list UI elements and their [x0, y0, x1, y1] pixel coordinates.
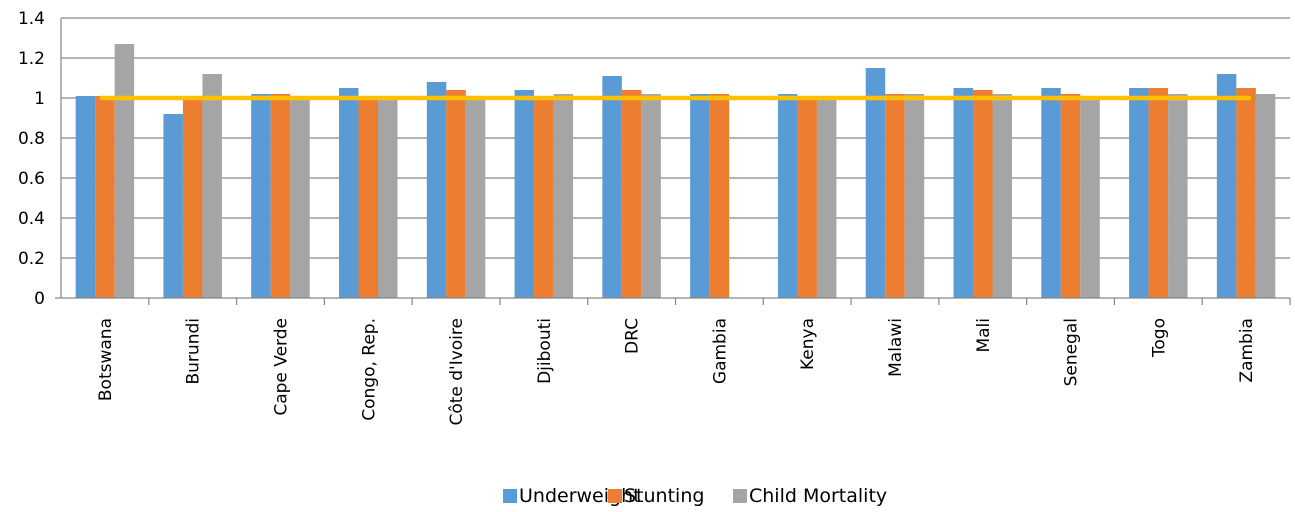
y-tick-label: 0.6 [18, 169, 45, 189]
y-tick-label: 1.2 [18, 49, 45, 69]
gridlines [61, 17, 1290, 259]
y-tick-label: 0.2 [18, 249, 45, 269]
legend-label: Stunting [624, 485, 704, 507]
x-category-label: Congo, Rep. [359, 318, 379, 421]
x-category-label: DRC [623, 318, 643, 354]
x-category-label: Mali [974, 318, 994, 353]
x-category-label: Botswana [96, 318, 116, 401]
bar-underweight [251, 94, 271, 298]
x-category-label: Kenya [798, 318, 818, 370]
bar-stunting [446, 90, 466, 298]
bar-child-mortality [378, 98, 398, 298]
bar-underweight [75, 96, 96, 298]
bar-child-mortality [992, 94, 1012, 298]
legend-swatch [733, 489, 747, 503]
x-category-label: Djibouti [535, 318, 555, 384]
legend-label: Child Mortality [749, 485, 887, 507]
bar-stunting [1060, 94, 1081, 298]
x-category-label: Côte d'Ivoire [447, 318, 467, 426]
bar-child-mortality [1255, 94, 1276, 298]
bar-stunting [885, 94, 905, 298]
x-category-label: Cape Verde [271, 318, 291, 416]
x-category-label: Burundi [184, 318, 204, 385]
y-axis-ticks: 0 0.2 0.4 0.6 0.8 1 1.2 1.4 [18, 9, 45, 309]
legend-swatch [608, 489, 622, 503]
bar-underweight [690, 94, 710, 298]
bar-stunting [358, 98, 378, 298]
bar-underweight [514, 90, 535, 298]
y-tick-label: 0.8 [18, 129, 45, 149]
bar-underweight [1216, 74, 1237, 298]
x-axis-categories: Botswana Burundi Cape Verde Congo, Rep. Côte… [96, 318, 1257, 426]
bar-stunting [95, 96, 115, 298]
bar-child-mortality [553, 94, 574, 298]
bar-child-mortality [641, 94, 661, 298]
bars [75, 44, 1276, 298]
bar-child-mortality [114, 44, 135, 298]
bar-stunting [621, 90, 642, 298]
bar-underweight [777, 94, 798, 298]
y-tick-label: 0.4 [18, 209, 45, 229]
x-category-label: Zambia [1237, 318, 1257, 383]
bar-underweight [953, 88, 973, 298]
bar-stunting [270, 94, 291, 298]
bar-underweight [163, 114, 183, 298]
y-tick-label: 1.4 [18, 9, 45, 29]
bar-stunting [797, 98, 817, 298]
axes [55, 18, 1291, 305]
bar-stunting [534, 98, 554, 298]
bar-stunting [182, 100, 203, 298]
x-category-label: Malawi [886, 318, 906, 377]
bar-underweight [426, 82, 447, 298]
bar-underweight [602, 76, 622, 298]
bar-underweight [1129, 88, 1149, 298]
bar-child-mortality [1168, 94, 1188, 298]
y-tick-label: 1 [34, 89, 45, 109]
x-category-label: Gambia [710, 318, 730, 384]
x-category-label: Senegal [1062, 318, 1082, 386]
bar-stunting [1148, 88, 1169, 298]
bar-underweight [339, 88, 359, 298]
y-tick-label: 0 [34, 289, 45, 309]
bar-child-mortality [816, 98, 837, 298]
bar-underweight [1041, 88, 1061, 298]
bar-stunting [1236, 88, 1256, 298]
bar-child-mortality [1080, 98, 1100, 298]
bar-child-mortality [202, 74, 222, 298]
bar-underweight [865, 68, 886, 298]
x-category-label: Togo [1149, 318, 1169, 358]
legend-label: Underweight [519, 485, 641, 507]
bar-child-mortality [904, 94, 925, 298]
bar-stunting [973, 90, 993, 298]
legend-swatch [503, 489, 517, 503]
bar-child-mortality [465, 98, 486, 298]
bar-stunting [709, 94, 730, 298]
bar-child-mortality [290, 98, 310, 298]
